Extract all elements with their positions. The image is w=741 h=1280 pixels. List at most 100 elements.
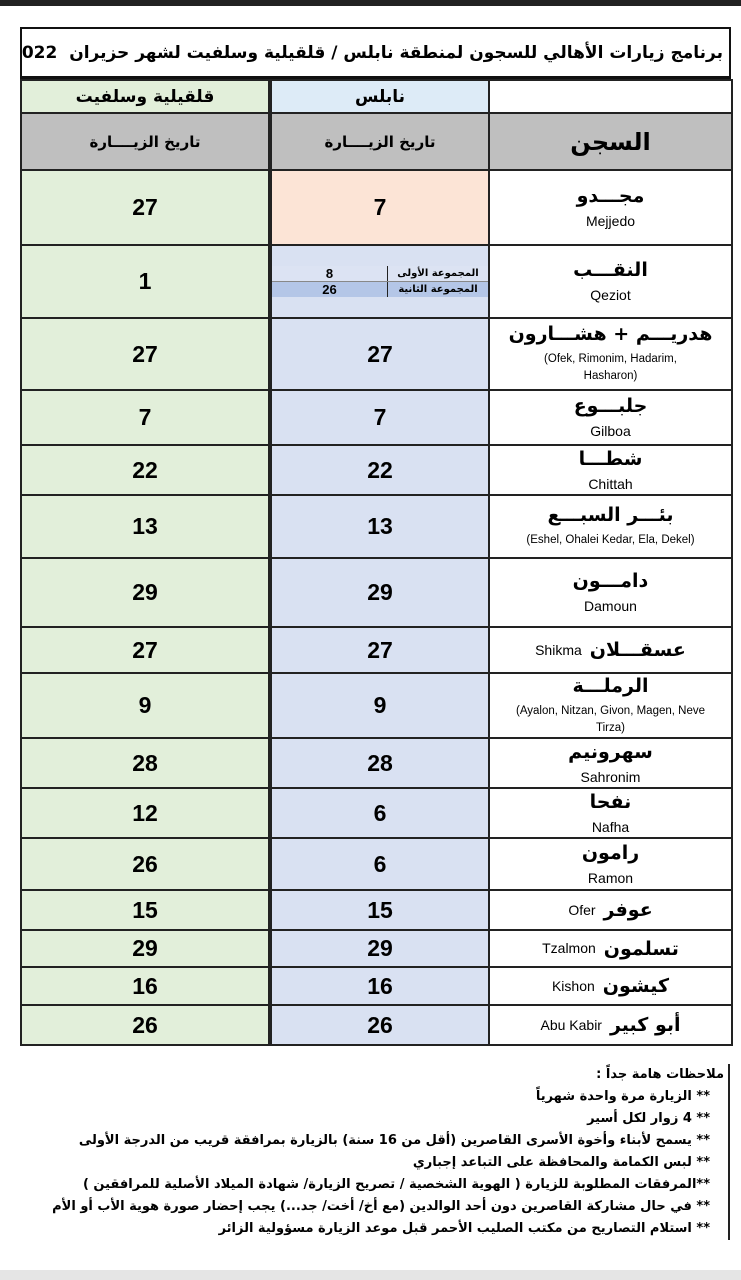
table-row: شطـــا Chittah 22 22 (20, 444, 733, 496)
nablus-date-cell: 27 (268, 626, 490, 674)
qalqilya-date-cell: 1 (20, 244, 271, 319)
nablus-date-cell: 7 (268, 169, 490, 246)
qalqilya-date-cell: 12 (20, 787, 271, 839)
prison-cell: دامـــون Damoun (488, 557, 733, 628)
bottom-border (0, 1270, 741, 1280)
nablus-date: 26 (367, 1011, 393, 1038)
qalqilya-date: 1 (138, 268, 152, 294)
note-item: ** 4 زوار لكل أسير (587, 1111, 710, 1126)
qalqilya-date-cell: 27 (20, 317, 271, 391)
table-row: أبو كبير Abu Kabir 26 26 (20, 1004, 733, 1046)
title-date: 6/2022 (21, 43, 58, 63)
prison-name-en: (Eshel, Ohalei Kedar, Ela, Dekel) (526, 534, 695, 546)
prison-name-en: Kishon (551, 977, 595, 994)
schedule-sheet: برنامج زيارات الأهالي للسجون لمنطقة نابل… (20, 27, 733, 1046)
nablus-date-cell: 6 (268, 787, 490, 839)
prison-name-en: Abu Kabir (540, 1016, 602, 1033)
nablus-date-cell: 28 (268, 737, 490, 789)
note-item: ** الزيارة مرة واحدة شهرياً (535, 1089, 710, 1104)
group-1-date: 8 (325, 266, 334, 281)
prison-name-ar: دامـــون (572, 570, 649, 592)
qalqilya-date-cell: 27 (20, 626, 271, 674)
nablus-date-cell: 6 (268, 837, 490, 891)
nablus-date: 9 (373, 692, 387, 718)
qalqilya-date: 26 (132, 850, 158, 877)
visit-date-header-qalqilya: تاريخ الزيــــارة (20, 112, 271, 171)
qalqilya-date: 9 (138, 692, 152, 718)
qalqilya-date: 22 (132, 456, 158, 483)
table-row: كيشون Kishon 16 16 (20, 966, 733, 1006)
nablus-date-cell: 27 (268, 317, 490, 391)
prison-cell: جلبـــوع Gilboa (488, 389, 733, 446)
nablus-date: 6 (373, 799, 387, 826)
prison-cell: سهرونيم Sahronim (488, 737, 733, 789)
table-row: تسلمون Tzalmon 29 29 (20, 929, 733, 968)
title-text: برنامج زيارات الأهالي للسجون لمنطقة نابل… (69, 43, 723, 63)
prison-name-en: Chittah (588, 475, 633, 492)
table-row: هدريـــم + هشـــارون ,Ofek, Rimonim, Hada… (20, 317, 733, 391)
qalqilya-date-cell: 29 (20, 557, 271, 628)
nablus-date: 29 (367, 579, 393, 605)
nablus-date-cell: المجموعة الأولى 8 المجموعة الثانية 26 (268, 244, 490, 319)
nablus-date-cell: 29 (268, 929, 490, 968)
qalqilya-date-cell: 26 (20, 1004, 271, 1046)
prison-cell: تسلمون Tzalmon (488, 929, 733, 968)
region-header-row: نابلس قلقيلية وسلفيت (20, 79, 733, 114)
qalqilya-date-cell: 9 (20, 672, 271, 739)
qalqilya-date: 16 (132, 972, 158, 999)
notes-section: ملاحظات هامة جداً : ** الزيارة مرة واحدة… (30, 1064, 730, 1240)
prison-cell: عوفر Ofer (488, 889, 733, 931)
group-2-date: 26 (322, 282, 337, 297)
qalqilya-date: 26 (132, 1011, 158, 1038)
prison-header: السجن (488, 112, 733, 171)
qalqilya-date-cell: 22 (20, 444, 271, 496)
prison-cell: كيشون Kishon (488, 966, 733, 1006)
qalqilya-date: 27 (132, 340, 158, 367)
table-row: الرملـــة Ayalon, Nitzan, Givon, Magen, N… (20, 672, 733, 739)
prison-name-en: Ofer (568, 901, 596, 918)
prison-name-en: Tzalmon (542, 940, 596, 956)
group-1-label: المجموعة الأولى (387, 266, 488, 281)
qalqilya-date: 27 (132, 636, 158, 663)
prison-cell: عسقـــلان Shikma (488, 626, 733, 674)
prison-name-en: ,Ofek, Rimonim, Hadarim) (544, 353, 677, 365)
qalqilya-date-cell: 15 (20, 889, 271, 931)
note-item: ** لبس الكمامة والمحافظة على التباعد إجب… (412, 1155, 710, 1170)
prison-name-en: Qeziot (590, 287, 631, 303)
prison-name-ar: نفحا (589, 790, 632, 813)
prison-name-ar: رامون (581, 841, 640, 864)
table-row: عوفر Ofer 15 15 (20, 889, 733, 931)
region-nablus: نابلس (268, 79, 490, 114)
nablus-date: 15 (367, 896, 393, 923)
table-row: نفحا Nafha 6 12 (20, 787, 733, 839)
group-2-label: المجموعة الثانية (387, 282, 488, 297)
table-row: جلبـــوع Gilboa 7 7 (20, 389, 733, 446)
prison-name-en: Sahronim (580, 768, 641, 785)
prison-name-en: Ramon (587, 869, 634, 886)
table-row: عسقـــلان Shikma 27 27 (20, 626, 733, 674)
column-header-row: السجن تاريخ الزيــــارة تاريخ الزيــــار… (20, 112, 733, 171)
prison-cell: هدريـــم + هشـــارون ,Ofek, Rimonim, Hada… (488, 317, 733, 391)
prison-name-ar: كيشون (602, 975, 670, 997)
prison-name-ar: هدريـــم + هشـــارون (508, 323, 713, 345)
top-border (0, 0, 741, 6)
table-row: النقـــب Qeziot المجموعة الأولى 8 المجموعة ا… (20, 244, 733, 319)
visit-schedule-table: نابلس قلقيلية وسلفيت السجن تاريخ الزيـــ… (20, 79, 733, 1046)
prison-name-en: Nafha (591, 818, 630, 835)
qalqilya-date-cell: 26 (20, 837, 271, 891)
table-row: رامون Ramon 6 26 (20, 837, 733, 891)
prison-name-ar: أبو كبير (609, 1014, 681, 1036)
qalqilya-date: 29 (132, 935, 158, 961)
prison-cell: الرملـــة Ayalon, Nitzan, Givon, Magen, N… (488, 672, 733, 739)
prison-name-ar: شطـــا (578, 447, 643, 470)
group-1: المجموعة الأولى 8 (272, 266, 488, 282)
region-qalqilya: قلقيلية وسلفيت (20, 79, 271, 114)
qalqilya-date: 13 (132, 513, 158, 539)
nablus-date-cell: 7 (268, 389, 490, 446)
prison-name-en: Mejjedo (585, 213, 636, 229)
nablus-date: 28 (367, 749, 393, 776)
prison-name-ar: عسقـــلان (589, 639, 686, 661)
prison-cell: النقـــب Qeziot (488, 244, 733, 319)
prison-cell: بئـــر السبـــع (Eshel, Ohalei Kedar, Ela… (488, 494, 733, 559)
nablus-date: 16 (367, 972, 393, 999)
